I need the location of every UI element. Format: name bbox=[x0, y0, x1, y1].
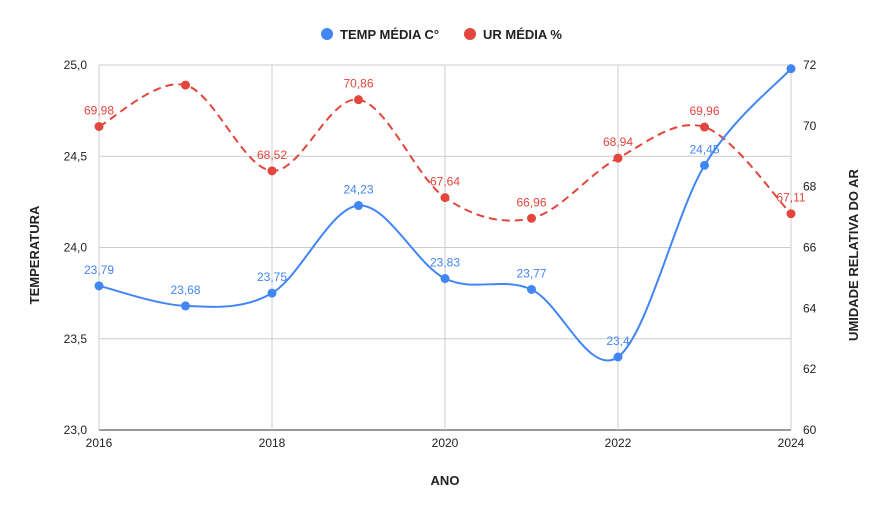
data-point bbox=[181, 301, 190, 311]
data-point bbox=[94, 121, 104, 131]
data-label: 68,52 bbox=[257, 148, 287, 162]
legend-label: TEMP MÉDIA C° bbox=[340, 27, 439, 42]
data-label: 66,96 bbox=[516, 195, 546, 209]
y-tick-label: 24,5 bbox=[64, 149, 88, 163]
y-tick-label: 23,5 bbox=[64, 332, 88, 346]
data-label: 67,11 bbox=[776, 191, 805, 205]
legend-marker bbox=[321, 28, 333, 40]
x-axis-title: ANO bbox=[431, 473, 460, 488]
data-point bbox=[527, 213, 536, 223]
series-line bbox=[98, 83, 792, 222]
x-tick-label: 2016 bbox=[86, 436, 113, 450]
y2-tick-label: 72 bbox=[803, 58, 817, 72]
data-label: 23,4 bbox=[606, 334, 630, 348]
data-label: 23,75 bbox=[257, 270, 287, 284]
data-point bbox=[181, 80, 190, 90]
data-label: 23,68 bbox=[170, 283, 200, 297]
data-point bbox=[354, 201, 363, 211]
data-point bbox=[786, 209, 796, 219]
y2-tick-label: 60 bbox=[803, 423, 817, 437]
x-tick-label: 2018 bbox=[259, 436, 286, 450]
data-label: 67,64 bbox=[430, 175, 460, 189]
y-tick-label: 23,0 bbox=[64, 423, 88, 437]
data-point bbox=[440, 193, 450, 203]
y2-tick-label: 64 bbox=[803, 301, 817, 315]
data-point bbox=[267, 166, 277, 176]
legend-label: UR MÉDIA % bbox=[483, 27, 562, 42]
y2-tick-label: 68 bbox=[803, 180, 817, 194]
data-point bbox=[267, 288, 277, 298]
y2-tick-label: 70 bbox=[803, 119, 817, 133]
data-label: 70,86 bbox=[343, 77, 373, 91]
y-tick-label: 25,0 bbox=[64, 58, 88, 72]
data-label: 68,94 bbox=[603, 135, 633, 149]
x-tick-label: 2024 bbox=[778, 436, 805, 450]
data-point bbox=[613, 352, 623, 362]
data-label: 23,83 bbox=[430, 256, 460, 270]
y2-axis-title: UMIDADE RELATIVA DO AR bbox=[846, 168, 861, 340]
data-point bbox=[94, 281, 104, 291]
x-tick-label: 2020 bbox=[432, 436, 459, 450]
y-tick-label: 24,0 bbox=[64, 241, 88, 255]
data-point bbox=[700, 122, 709, 132]
data-label: 69,96 bbox=[689, 104, 719, 118]
y-axis-title: TEMPERATURA bbox=[27, 205, 42, 304]
data-point bbox=[527, 284, 536, 294]
data-label: 24,45 bbox=[689, 142, 719, 156]
data-label: 69,98 bbox=[84, 103, 114, 117]
data-label: 24,23 bbox=[343, 183, 373, 197]
y2-tick-label: 66 bbox=[803, 241, 817, 255]
data-point bbox=[786, 64, 796, 74]
data-point bbox=[354, 95, 363, 105]
data-point bbox=[440, 274, 450, 284]
y2-tick-label: 62 bbox=[803, 362, 817, 376]
data-point bbox=[700, 160, 709, 170]
data-label: 23,79 bbox=[84, 263, 114, 277]
x-tick-label: 2022 bbox=[605, 436, 632, 450]
data-label: 23,77 bbox=[516, 266, 546, 280]
series-line bbox=[98, 67, 792, 362]
data-point bbox=[613, 153, 623, 163]
legend-marker bbox=[464, 28, 476, 40]
